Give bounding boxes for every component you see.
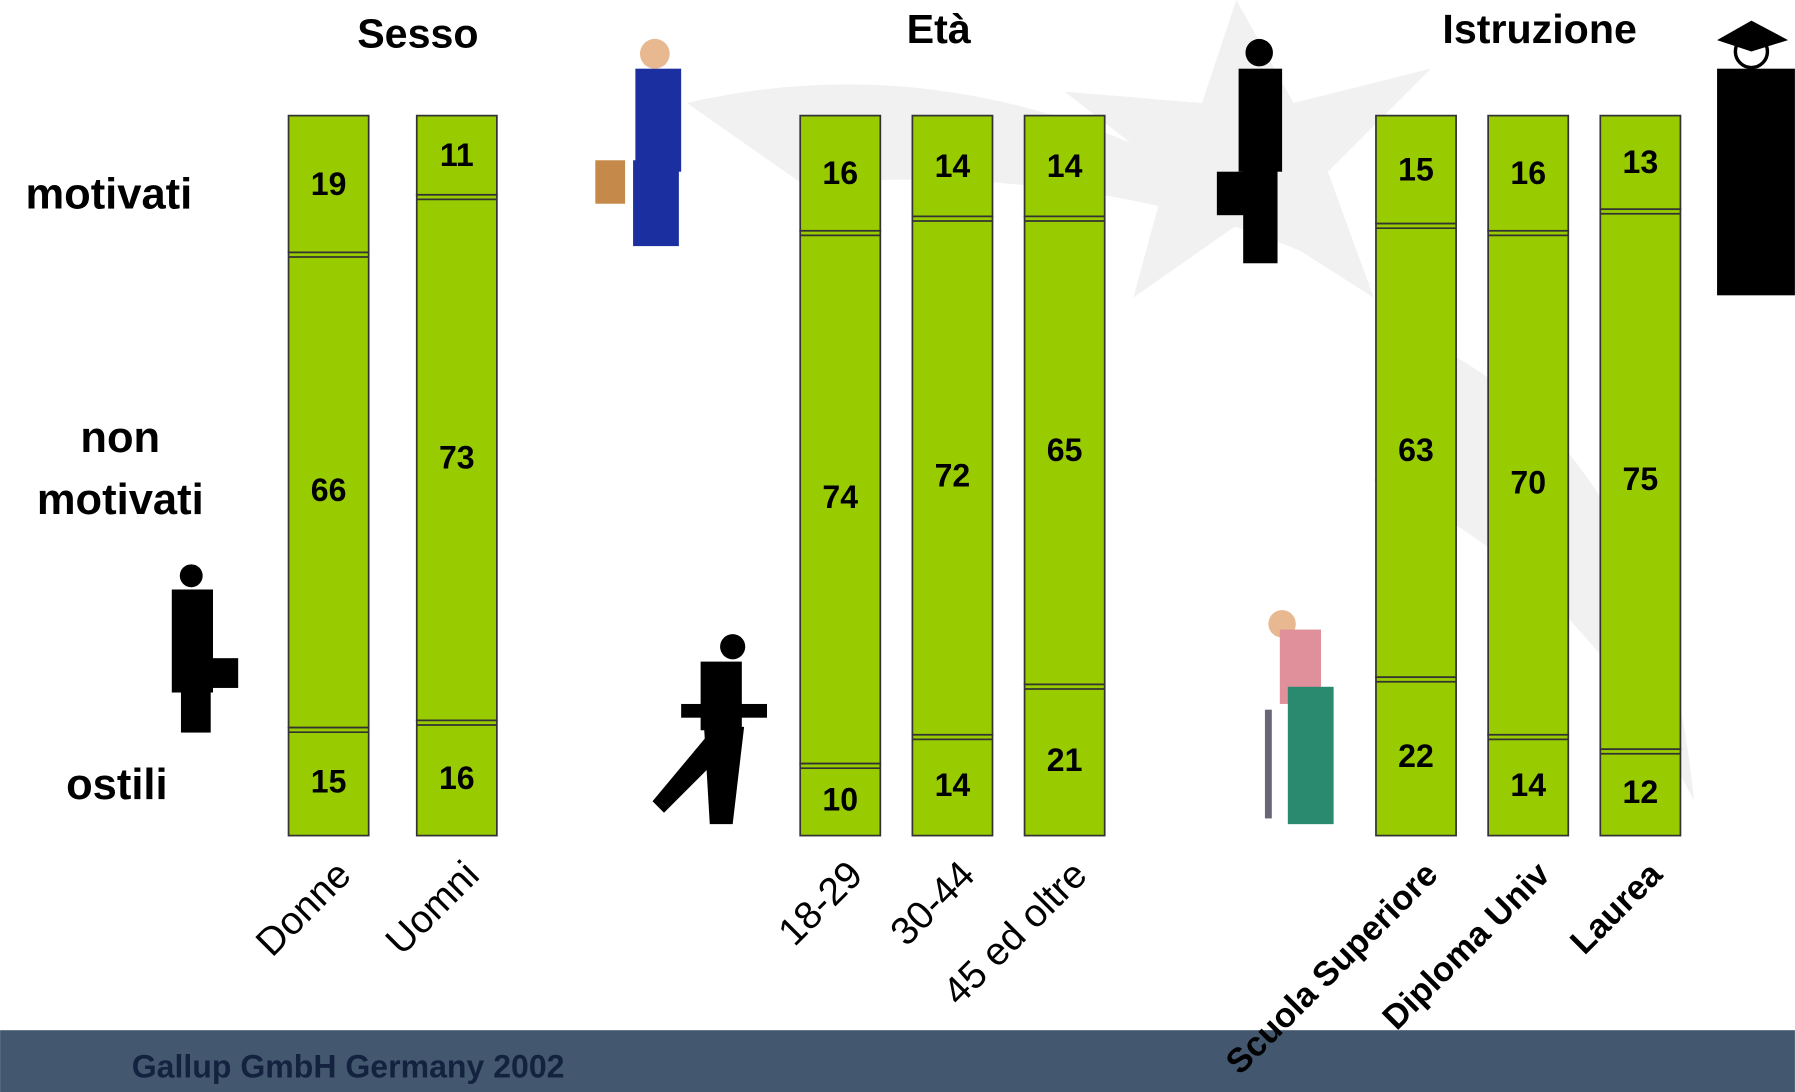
value-label: 16 — [1510, 155, 1546, 191]
x-tick-label: 30-44 — [882, 853, 983, 954]
page: {"chart_data": { "type": "stacked-bar", … — [0, 0, 1795, 1092]
x-tick-label: Donne — [248, 853, 359, 964]
value-label: 75 — [1623, 461, 1659, 497]
value-label: 14 — [1047, 148, 1083, 184]
value-label: 14 — [935, 148, 971, 184]
value-label: 12 — [1623, 774, 1659, 810]
value-label: 13 — [1623, 144, 1659, 180]
group-title: Istruzione — [1442, 6, 1637, 52]
value-label: 15 — [311, 763, 347, 799]
x-tick-label: Uomni — [378, 853, 488, 963]
value-label: 72 — [935, 457, 971, 493]
value-label: 16 — [822, 155, 858, 191]
footer: Gallup GmbH Germany 2002 — [132, 1049, 565, 1085]
row-label: non motivati — [0, 407, 240, 531]
value-label: 73 — [439, 439, 475, 475]
value-label: 19 — [311, 166, 347, 202]
value-label: 22 — [1398, 738, 1434, 774]
value-label: 74 — [822, 479, 858, 515]
value-label: 21 — [1047, 742, 1083, 778]
group-title: Età — [907, 6, 971, 52]
row-label: motivati — [25, 170, 192, 218]
row-label-box: non motivati — [0, 407, 240, 539]
x-tick-label: 18-29 — [770, 853, 871, 954]
value-label: 16 — [439, 760, 475, 796]
row-label: ostili — [66, 761, 167, 809]
value-label: 66 — [311, 472, 347, 508]
value-label: 11 — [440, 137, 474, 173]
value-label: 63 — [1398, 432, 1434, 468]
value-label: 15 — [1398, 151, 1434, 187]
x-tick-label: Laurea — [1563, 854, 1670, 961]
value-label: 14 — [1510, 767, 1546, 803]
value-label: 65 — [1047, 432, 1083, 468]
value-label: 10 — [822, 781, 858, 817]
value-label: 14 — [935, 767, 971, 803]
value-label: 70 — [1510, 465, 1546, 501]
chart: non motivati Gallup GmbH Germany 2002 mo… — [0, 0, 1795, 1092]
group-title: Sesso — [357, 11, 478, 57]
